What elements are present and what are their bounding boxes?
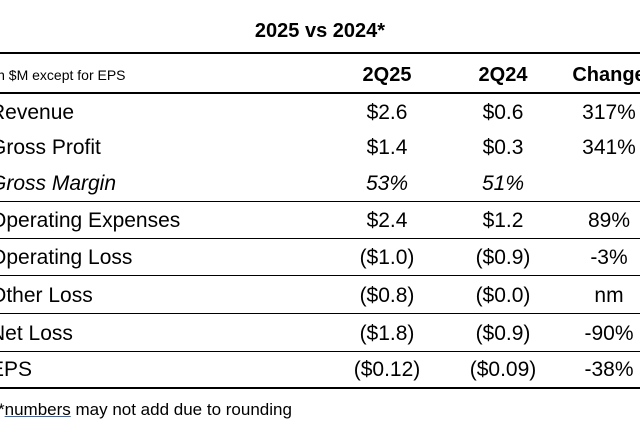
table-row-gross-margin: Gross Margin 53% 51% — [0, 167, 640, 201]
row-value-change: 89% — [587, 209, 631, 232]
row-value-2q24: ($0.09) — [469, 358, 537, 381]
header-col-change: Change — [572, 64, 640, 86]
row-value-change: -38% — [584, 358, 634, 381]
table-row-gross-profit: Gross Profit $1.4 $0.3 341% — [0, 131, 640, 165]
header-row: in $M except for EPS 2Q25 2Q24 Change — [0, 58, 640, 92]
row-value-2q25: $2.6 — [366, 101, 408, 124]
row-label: Operating Expenses — [0, 209, 181, 232]
row-value-2q24: ($0.0) — [475, 284, 531, 307]
row-value-2q25: ($1.8) — [359, 322, 415, 345]
row-divider — [0, 313, 640, 314]
row-divider — [0, 201, 640, 202]
header-label: in $M except for EPS — [0, 67, 126, 83]
row-value-change: -90% — [584, 322, 634, 345]
table-row-net-loss: Net Loss ($1.8) ($0.9) -90% — [0, 317, 640, 351]
footnote: *numbers may not add due to rounding — [0, 400, 292, 420]
row-divider — [0, 275, 640, 276]
row-value-change: nm — [594, 284, 624, 307]
row-value-2q24: $0.3 — [482, 136, 524, 159]
row-value-2q24: $1.2 — [482, 209, 524, 232]
row-value-change: 317% — [582, 101, 636, 124]
row-value-2q25: ($1.0) — [359, 246, 415, 269]
row-value-2q25: $1.4 — [366, 136, 408, 159]
row-value-2q24: ($0.9) — [475, 322, 531, 345]
table-title: 2025 vs 2024* — [254, 20, 386, 42]
row-label: Other Loss — [0, 284, 93, 307]
row-label: Gross Profit — [0, 136, 101, 159]
row-divider — [0, 238, 640, 239]
footnote-text: may not add due to rounding — [70, 400, 292, 419]
row-value-change: -3% — [590, 246, 628, 269]
table-bottom-rule — [0, 387, 640, 389]
row-value-2q25: $2.4 — [366, 209, 408, 232]
row-value-2q25: ($0.8) — [359, 284, 415, 307]
header-col-2q24: 2Q24 — [478, 64, 528, 86]
row-label: EPS — [0, 358, 33, 381]
table-row-eps: EPS ($0.12) ($0.09) -38% — [0, 353, 640, 387]
row-value-2q24: 51% — [481, 172, 525, 195]
row-value-2q24: $0.6 — [482, 101, 524, 124]
header-col-2q25: 2Q25 — [362, 64, 412, 86]
row-label: Revenue — [0, 101, 75, 124]
row-label: Operating Loss — [0, 246, 133, 269]
header-rule — [0, 92, 640, 94]
row-value-change: 341% — [582, 136, 636, 159]
footnote-numbers-word: numbers — [4, 400, 71, 419]
table-row-other-loss: Other Loss ($0.8) ($0.0) nm — [0, 279, 640, 313]
row-value-2q25: ($0.12) — [353, 358, 421, 381]
table-row-operating-expenses: Operating Expenses $2.4 $1.2 89% — [0, 204, 640, 238]
row-label: Gross Margin — [0, 172, 117, 195]
row-value-2q25: 53% — [365, 172, 409, 195]
table-row-operating-loss: Operating Loss ($1.0) ($0.9) -3% — [0, 241, 640, 275]
title-rule — [0, 52, 640, 54]
row-label: Net Loss — [0, 322, 73, 345]
row-value-2q24: ($0.9) — [475, 246, 531, 269]
footnote-asterisk: * — [0, 400, 5, 419]
row-divider — [0, 351, 640, 352]
table-row-revenue: Revenue $2.6 $0.6 317% — [0, 96, 640, 130]
